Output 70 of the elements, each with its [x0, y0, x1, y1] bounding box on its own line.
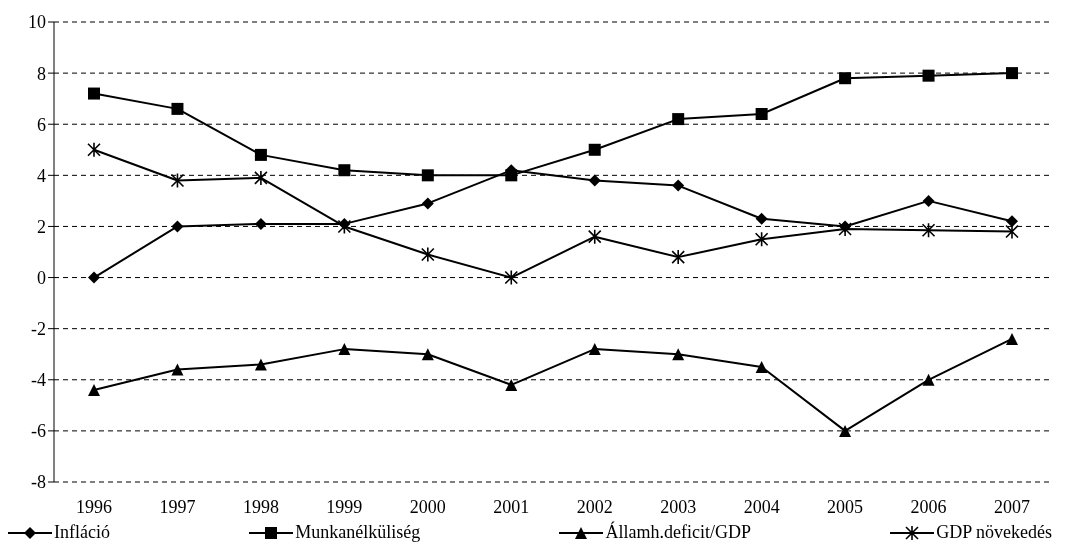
point: [672, 179, 685, 192]
legend-label: Államh.deficit/GDP: [605, 522, 751, 543]
point: [755, 108, 768, 120]
point: [421, 246, 435, 263]
y-tick-label: 8: [37, 63, 46, 84]
x-tick-label: 1997: [159, 496, 196, 517]
y-tick-label: -4: [31, 370, 46, 391]
x-tick-label: 1999: [326, 496, 363, 517]
point: [171, 102, 184, 115]
point: [922, 69, 935, 82]
y-tick-label: 10: [28, 12, 46, 33]
point: [171, 363, 184, 376]
point: [505, 169, 518, 182]
point: [672, 113, 685, 126]
x-tick-label: 2006: [910, 496, 947, 517]
point: [505, 378, 518, 391]
point: [338, 164, 351, 177]
x-tick-label: 2004: [743, 496, 780, 517]
point: [672, 348, 685, 361]
point: [88, 271, 100, 284]
point: [671, 249, 685, 265]
point: [755, 361, 768, 373]
x-tick-label: 2000: [409, 496, 446, 517]
x-tick-label: 2003: [660, 496, 697, 517]
point: [1006, 332, 1018, 345]
point: [88, 87, 100, 100]
y-tick-label: 2: [37, 216, 46, 237]
legend-label: GDP növekedés: [936, 522, 1052, 543]
x-tick-label: 2007: [994, 496, 1030, 517]
y-tick-label: -2: [31, 319, 46, 340]
y-tick-label: -6: [31, 421, 46, 442]
point: [254, 358, 267, 371]
point: [921, 222, 936, 239]
point: [588, 174, 601, 187]
point: [922, 373, 935, 386]
point: [1005, 223, 1019, 240]
point: [254, 148, 267, 161]
point: [87, 141, 101, 158]
x-tick-label: 2005: [827, 496, 864, 517]
point: [504, 269, 519, 286]
point: [171, 220, 184, 233]
point: [839, 424, 852, 437]
x-tick-label: 1996: [76, 496, 112, 517]
point: [254, 170, 268, 186]
point: [587, 228, 602, 245]
point: [88, 384, 100, 396]
y-tick-label: 4: [37, 165, 46, 186]
point: [421, 169, 434, 182]
legend-label: Infláció: [54, 522, 110, 543]
y-tick-label: 0: [37, 267, 46, 288]
point: [1006, 215, 1018, 228]
point: [754, 231, 769, 248]
x-tick-label: 2002: [576, 496, 613, 517]
x-tick-label: 1998: [242, 496, 279, 517]
point: [421, 348, 434, 361]
y-tick-label: -8: [31, 472, 46, 493]
point: [922, 194, 935, 207]
point: [838, 221, 852, 237]
point: [588, 143, 601, 156]
point: [1006, 67, 1018, 80]
legend-label: Munkanélküliség: [295, 522, 421, 543]
point: [755, 212, 768, 225]
x-tick-label: 2001: [493, 496, 530, 517]
point: [170, 172, 185, 189]
point: [588, 343, 601, 356]
point: [421, 197, 434, 210]
point: [337, 218, 352, 235]
point: [338, 343, 351, 356]
y-tick-label: 6: [37, 114, 46, 135]
point: [839, 72, 852, 85]
